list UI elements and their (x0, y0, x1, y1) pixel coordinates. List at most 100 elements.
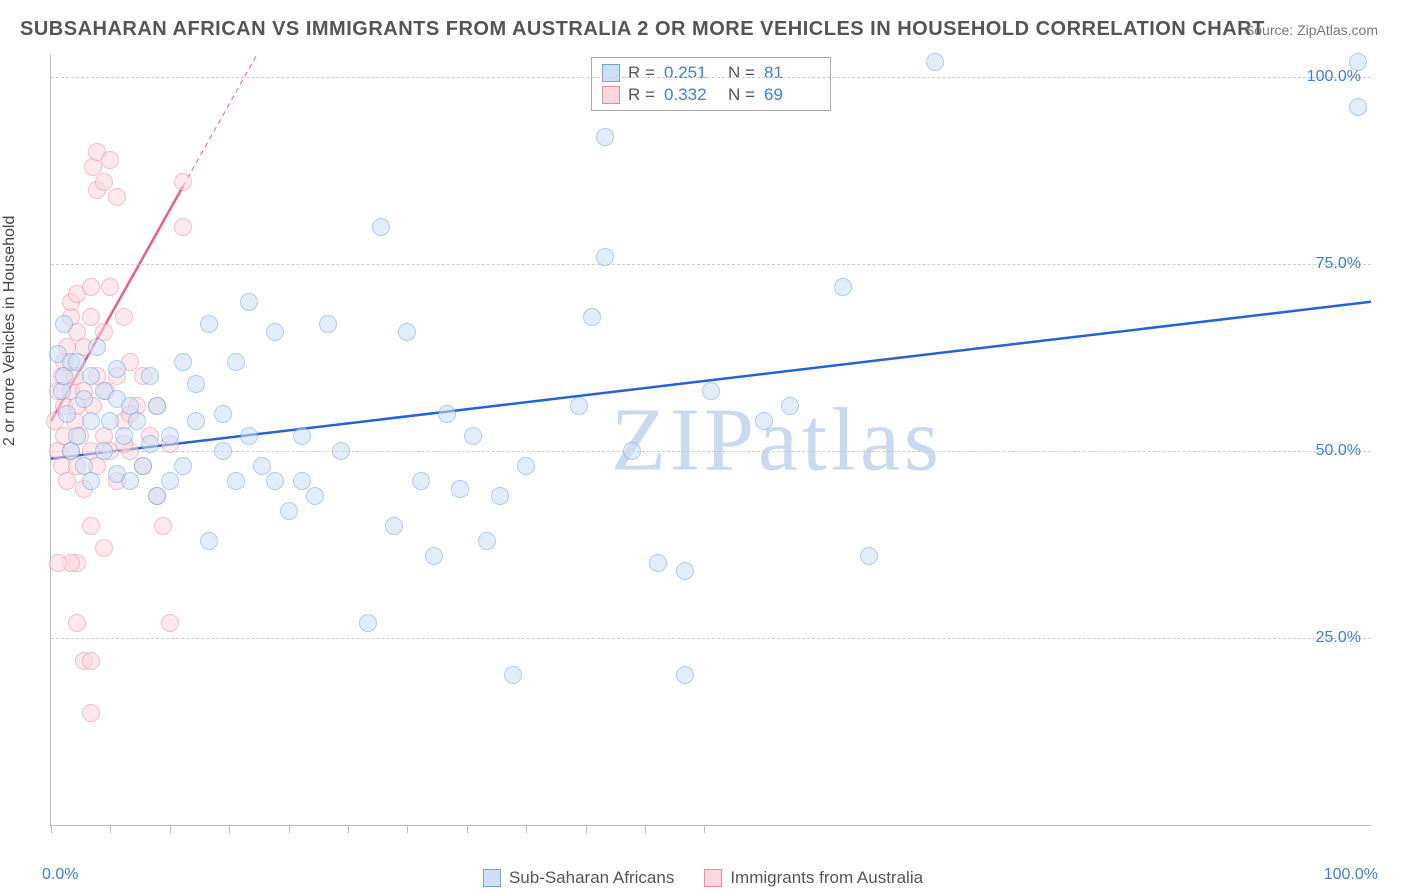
scatter-point (649, 554, 667, 572)
y-axis-label: 2 or more Vehicles in Household (1, 216, 19, 446)
scatter-point (676, 666, 694, 684)
gridline (51, 77, 1371, 78)
legend-label: Sub-Saharan Africans (509, 868, 674, 888)
scatter-point (504, 666, 522, 684)
scatter-point (82, 704, 100, 722)
scatter-point (121, 472, 139, 490)
scatter-point (161, 472, 179, 490)
y-tick-label: 75.0% (1316, 255, 1361, 273)
scatter-point (82, 367, 100, 385)
scatter-point (702, 382, 720, 400)
y-tick-label: 50.0% (1316, 442, 1361, 460)
x-tick (289, 825, 290, 833)
watermark-text: ZIPatlas (611, 389, 943, 492)
scatter-point (227, 353, 245, 371)
scatter-point (372, 218, 390, 236)
scatter-point (240, 427, 258, 445)
scatter-point (68, 353, 86, 371)
x-tick (110, 825, 111, 833)
scatter-point (623, 442, 641, 460)
scatter-point (240, 293, 258, 311)
y-tick-label: 100.0% (1307, 68, 1361, 86)
scatter-point (82, 278, 100, 296)
legend-item: Sub-Saharan Africans (483, 868, 674, 888)
correlation-stats-box: R =0.251N =81R =0.332N =69 (591, 57, 831, 111)
scatter-point (141, 367, 159, 385)
scatter-point (926, 53, 944, 71)
legend-item: Immigrants from Australia (704, 868, 923, 888)
scatter-point (596, 128, 614, 146)
scatter-point (1349, 98, 1367, 116)
scatter-point (491, 487, 509, 505)
scatter-point (82, 308, 100, 326)
scatter-point (570, 397, 588, 415)
scatter-point (1349, 53, 1367, 71)
scatter-point (58, 472, 76, 490)
x-tick (526, 825, 527, 833)
scatter-point (95, 539, 113, 557)
scatter-point (676, 562, 694, 580)
x-tick (586, 825, 587, 833)
x-tick (704, 825, 705, 833)
scatter-point (55, 315, 73, 333)
scatter-point (464, 427, 482, 445)
scatter-point (101, 278, 119, 296)
x-tick (229, 825, 230, 833)
scatter-point (82, 412, 100, 430)
scatter-point (174, 218, 192, 236)
scatter-point (517, 457, 535, 475)
scatter-point (293, 472, 311, 490)
chart-legend: Sub-Saharan Africans Immigrants from Aust… (483, 868, 923, 888)
scatter-point (148, 487, 166, 505)
n-label: N = (728, 85, 756, 105)
chart-title: SUBSAHARAN AFRICAN VS IMMIGRANTS FROM AU… (20, 18, 1265, 41)
scatter-point (95, 442, 113, 460)
series-swatch (602, 64, 620, 82)
x-axis-end-label: 100.0% (1324, 866, 1378, 884)
scatter-point (49, 554, 67, 572)
r-label: R = (628, 85, 656, 105)
scatter-point (101, 412, 119, 430)
scatter-point (95, 173, 113, 191)
scatter-point (58, 405, 76, 423)
scatter-point (115, 308, 133, 326)
scatter-point (115, 427, 133, 445)
n-value: 69 (764, 85, 820, 105)
legend-swatch (704, 869, 722, 887)
scatter-point (200, 532, 218, 550)
scatter-point (108, 188, 126, 206)
scatter-point (88, 338, 106, 356)
scatter-point (755, 412, 773, 430)
scatter-point (82, 652, 100, 670)
scatter-point (68, 427, 86, 445)
scatter-point (128, 412, 146, 430)
scatter-plot-area: ZIPatlas R =0.251N =81R =0.332N =69 25.0… (50, 55, 1371, 826)
scatter-point (161, 614, 179, 632)
scatter-point (161, 427, 179, 445)
scatter-point (200, 315, 218, 333)
scatter-point (75, 390, 93, 408)
scatter-point (266, 323, 284, 341)
legend-swatch (483, 869, 501, 887)
scatter-point (187, 375, 205, 393)
scatter-point (174, 457, 192, 475)
scatter-point (68, 614, 86, 632)
scatter-point (385, 517, 403, 535)
n-value: 81 (764, 63, 820, 83)
x-tick (407, 825, 408, 833)
scatter-point (425, 547, 443, 565)
stats-row: R =0.251N =81 (602, 62, 820, 84)
scatter-point (583, 308, 601, 326)
scatter-point (438, 405, 456, 423)
scatter-point (148, 397, 166, 415)
x-tick (348, 825, 349, 833)
n-label: N = (728, 63, 756, 83)
x-tick (467, 825, 468, 833)
legend-label: Immigrants from Australia (730, 868, 923, 888)
scatter-point (227, 472, 245, 490)
x-tick (645, 825, 646, 833)
scatter-point (214, 405, 232, 423)
scatter-point (214, 442, 232, 460)
scatter-point (359, 614, 377, 632)
scatter-point (154, 517, 172, 535)
